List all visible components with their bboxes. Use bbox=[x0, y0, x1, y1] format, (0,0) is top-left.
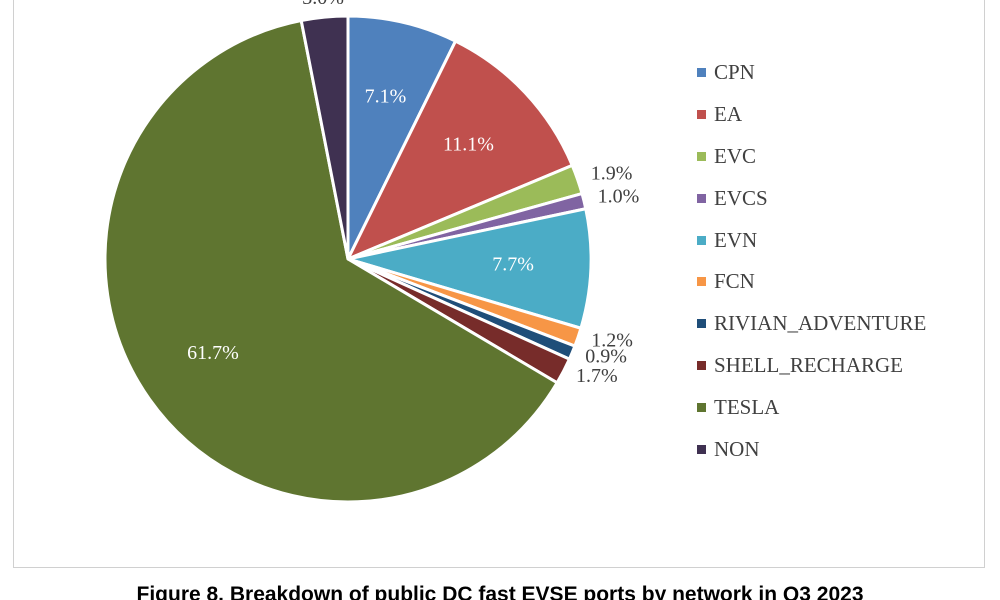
legend-label: EVC bbox=[714, 143, 756, 168]
legend-label: FCN bbox=[714, 269, 755, 294]
legend-label: TESLA bbox=[714, 394, 780, 419]
pie-slices bbox=[103, 14, 593, 504]
legend-item-fcn: FCN bbox=[697, 261, 987, 303]
legend-item-non: NON bbox=[697, 428, 987, 470]
pie-slice-non bbox=[299, 14, 350, 261]
figure-caption: Figure 8. Breakdown of public DC fast EV… bbox=[136, 583, 864, 600]
legend-swatch bbox=[697, 110, 706, 120]
legend-item-rivian-adventure: RIVIAN_ADVENTURE bbox=[697, 303, 987, 345]
legend-item-evn: EVN bbox=[697, 219, 987, 261]
legend-label: SHELL_RECHARGE bbox=[714, 352, 903, 377]
legend-label: RIVIAN_ADVENTURE bbox=[714, 311, 927, 336]
legend-swatch bbox=[697, 235, 706, 245]
legend-swatch bbox=[697, 277, 706, 287]
pie-slice-cpn bbox=[346, 14, 458, 261]
data-label-ea: 11.1% bbox=[443, 133, 494, 155]
legend-label: EVN bbox=[714, 227, 758, 252]
pie-slice-evn bbox=[346, 207, 593, 330]
legend-swatch bbox=[697, 319, 706, 329]
data-label-cpn: 7.1% bbox=[365, 86, 407, 108]
legend-swatch bbox=[697, 402, 706, 412]
data-label-evc: 1.9% bbox=[591, 162, 633, 184]
legend-swatch bbox=[697, 360, 706, 370]
data-label-fcn: 1.2% bbox=[591, 329, 633, 351]
data-label-tesla: 61.7% bbox=[187, 342, 239, 364]
chart-legend: CPN EA EVC EVCS EVN FCN RIVIAN_ADVENTURE SHELL_… bbox=[697, 52, 987, 470]
legend-item-tesla: TESLA bbox=[697, 386, 987, 428]
legend-item-cpn: CPN bbox=[697, 52, 987, 94]
legend-swatch bbox=[697, 68, 706, 78]
data-label-shell-recharge: 1.7% bbox=[576, 365, 618, 387]
legend-label: EA bbox=[714, 102, 742, 127]
pie-slice-ea bbox=[346, 39, 574, 261]
data-label-evcs: 1.0% bbox=[598, 185, 640, 207]
legend-swatch bbox=[697, 193, 706, 203]
legend-item-evcs: EVCS bbox=[697, 177, 987, 219]
legend-item-evc: EVC bbox=[697, 136, 987, 178]
legend-label: CPN bbox=[714, 60, 755, 85]
legend-label: NON bbox=[714, 436, 760, 461]
pie-data-labels: 7.1% 11.1% 1.9%1.0% 7.7% 1.2%0.9%1.7% 61.7% 3.… bbox=[187, 0, 639, 387]
legend-swatch bbox=[697, 151, 706, 161]
legend-label: EVCS bbox=[714, 185, 768, 210]
legend-item-shell-recharge: SHELL_RECHARGE bbox=[697, 345, 987, 387]
data-label-evn: 7.7% bbox=[492, 253, 534, 275]
data-label-non: 3.0% bbox=[302, 0, 344, 9]
pie-slice-tesla bbox=[103, 19, 559, 504]
legend-item-ea: EA bbox=[697, 94, 987, 136]
data-label-rivian-adventure: 0.9% bbox=[585, 346, 627, 368]
legend-swatch bbox=[697, 444, 706, 454]
